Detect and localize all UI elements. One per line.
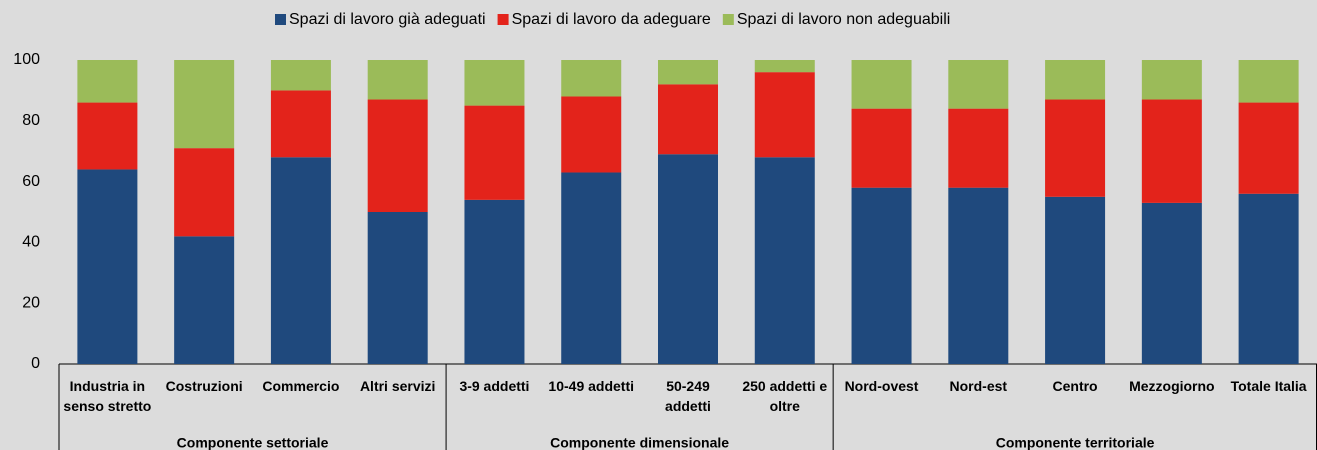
bar-segment [1238,193,1299,364]
bar-segment [1141,99,1202,203]
legend-label: Spazi di lavoro già adeguati [289,11,486,28]
bar-segment [561,172,622,364]
bar-segment [367,212,428,364]
bar-segment [754,72,815,158]
x-tick-label: 3-9 addetti [459,378,530,394]
bar-segment [658,154,718,364]
bar-segment [270,90,331,158]
bar-segment [367,60,428,100]
bar-segment [1238,60,1299,103]
legend-swatch [275,14,286,25]
x-tick-label: 10-49 addetti [548,378,635,394]
legend-swatch [722,14,734,25]
bar-segment [77,60,138,103]
y-tick-label: 80 [22,112,40,129]
bar-segment [174,60,235,149]
y-tick-label: 0 [31,355,40,372]
bar-segment [464,199,525,364]
bar-segment [1045,60,1106,100]
bar-segment [174,236,235,364]
bar-segment [1045,99,1106,197]
bar-segment [948,187,1009,364]
bar-segment [658,60,718,85]
bar-segment [851,108,912,188]
bar-segment [851,187,912,364]
bar-segment [270,60,331,91]
group-label: Componente dimensionale [550,435,729,450]
group-label: Componente settoriale [177,435,329,450]
x-tick-label: Altri servizi [359,378,436,394]
bar-segment [561,96,622,173]
y-tick-label: 100 [13,51,40,68]
group-label: Componente territoriale [996,435,1155,450]
bar-segment [1141,60,1202,100]
x-tick-label: Centro [1052,378,1098,394]
x-tick-label: Commercio [262,378,340,394]
bar-segment [367,99,428,212]
legend-swatch [497,14,509,25]
bar-segment [174,148,235,237]
x-tick-label: Nord-ovest [844,378,919,394]
bar-segment [658,84,718,155]
bar-segment [464,60,525,106]
y-tick-label: 40 [22,234,40,251]
bar-segment [948,108,1009,188]
x-tick-label: Totale Italia [1230,378,1307,394]
bar-segment [270,157,331,364]
bar-segment [1141,202,1202,364]
bar-segment [464,105,525,200]
bar-segment [851,60,912,109]
bar-segment [754,157,815,364]
bar-segment [1045,196,1106,364]
x-tick-label: Industria in senso stretto [63,378,152,414]
bar-segment [77,169,138,364]
bar-segment [77,102,138,170]
bar-segment [1238,102,1299,194]
bar-segment [754,60,815,73]
x-tick-label: Mezzogiorno [1129,378,1215,394]
y-tick-label: 60 [22,173,40,190]
x-tick-label: 250 addetti e oltre [742,378,828,414]
x-tick-label: 50-249 addetti [665,378,711,414]
legend-label: Spazi di lavoro non adeguabili [737,11,950,28]
legend-label: Spazi di lavoro da adeguare [512,11,711,28]
bar-segment [948,60,1009,109]
x-tick-label: Costruzioni [165,378,243,394]
y-tick-label: 20 [22,294,40,311]
bar-segment [561,60,622,97]
x-tick-label: Nord-est [949,378,1008,394]
